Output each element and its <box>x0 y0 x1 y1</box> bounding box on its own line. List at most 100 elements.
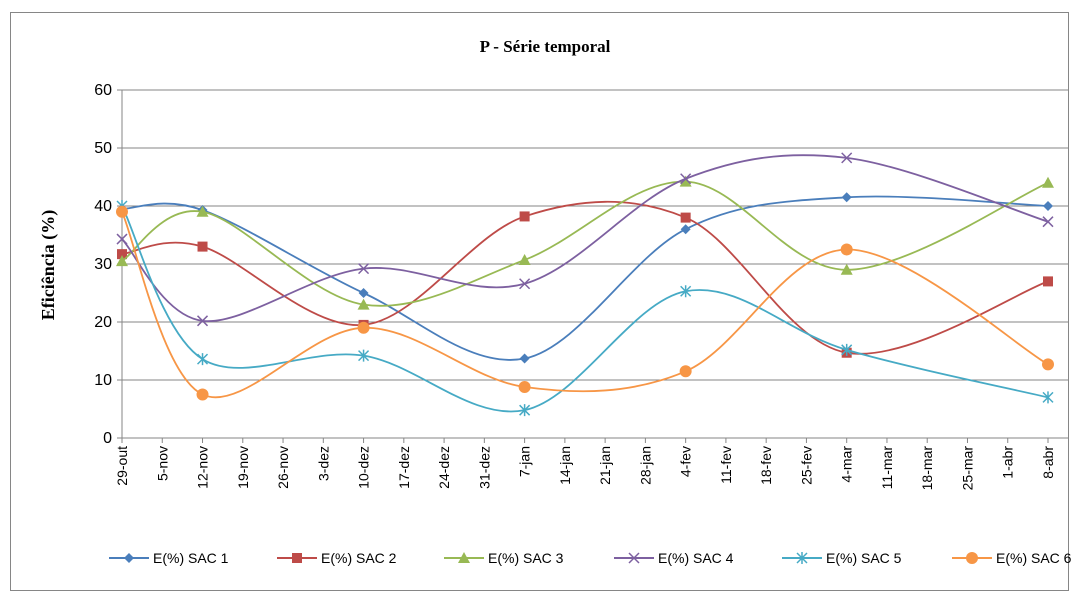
line-segment <box>524 370 687 393</box>
legend-marker <box>796 552 808 564</box>
marker <box>197 241 208 252</box>
x-tick-label: 18-fev <box>758 446 774 485</box>
legend-label: E(%) SAC 4 <box>658 550 734 566</box>
legend-item: E(%) SAC 2 <box>277 550 397 566</box>
legend-item: E(%) SAC 1 <box>109 550 229 566</box>
marker <box>680 173 692 185</box>
marker <box>841 192 852 203</box>
marker <box>518 253 531 265</box>
legend-item: E(%) SAC 6 <box>952 550 1072 566</box>
line-segment <box>524 228 687 360</box>
marker <box>358 288 369 298</box>
x-tick-label: 11-fev <box>718 446 734 484</box>
marker <box>1042 391 1054 404</box>
line-segment <box>685 289 847 351</box>
line-segment <box>685 154 847 180</box>
marker <box>1043 276 1053 287</box>
x-tick-label: 29-out <box>114 446 130 486</box>
x-tick-label: 31-dez <box>476 446 492 489</box>
line-segment <box>363 215 525 326</box>
marker <box>519 404 531 417</box>
line-segment <box>685 216 847 354</box>
line-segment <box>524 180 686 261</box>
line-segment <box>524 200 687 219</box>
line-segment <box>685 180 847 271</box>
marker <box>196 205 209 217</box>
marker <box>358 263 370 275</box>
x-tick-label: 5-nov <box>154 446 170 481</box>
legend-item: E(%) SAC 3 <box>444 550 564 566</box>
line-segment <box>846 181 1049 271</box>
marker <box>116 233 128 245</box>
marker <box>357 321 370 334</box>
x-tick-label: 21-jan <box>597 446 613 485</box>
series <box>116 200 1054 417</box>
line-segment <box>846 280 1049 355</box>
series <box>116 152 1054 327</box>
x-tick-label: 4-fev <box>678 446 694 477</box>
x-tick-label: 19-nov <box>235 446 251 489</box>
x-tick-label: 4-mar <box>839 446 855 483</box>
line-segment <box>363 326 525 388</box>
x-tick-label: 1-abr <box>1000 446 1016 479</box>
line-segment <box>202 267 364 322</box>
legend-label: E(%) SAC 3 <box>488 550 564 566</box>
y-tick-label: 60 <box>94 82 112 99</box>
x-tick-label: 17-dez <box>396 446 412 489</box>
series <box>116 175 1054 310</box>
legend-label: E(%) SAC 5 <box>826 550 902 566</box>
line-segment <box>685 248 847 373</box>
marker <box>358 349 370 362</box>
marker <box>519 278 531 290</box>
line-segment <box>363 259 525 307</box>
marker <box>116 255 128 267</box>
y-tick-label: 50 <box>94 140 112 157</box>
marker <box>196 353 209 366</box>
line-segment <box>202 245 364 326</box>
marker <box>196 388 209 401</box>
marker <box>519 211 530 222</box>
legend-marker <box>292 553 302 563</box>
line-segment <box>846 156 1049 223</box>
marker <box>679 365 692 378</box>
line-segment <box>363 354 525 413</box>
y-tick-label: 0 <box>103 430 112 447</box>
x-tick-label: 28-jan <box>637 446 653 485</box>
legend-label: E(%) SAC 2 <box>321 550 397 566</box>
x-tick-label: 3-dez <box>315 446 331 481</box>
marker <box>680 224 691 235</box>
marker <box>518 380 531 393</box>
marker <box>1043 201 1053 211</box>
marker <box>680 285 692 298</box>
line-segment <box>121 210 203 262</box>
marker <box>1042 176 1054 188</box>
x-tick-label: 10-dez <box>356 446 372 489</box>
marker <box>357 298 370 310</box>
legend-marker <box>124 553 134 563</box>
line-segment <box>363 292 525 361</box>
series <box>117 200 1053 358</box>
line-segment <box>846 348 1049 399</box>
line-segment <box>846 248 1049 366</box>
marker <box>519 353 530 364</box>
legend-marker <box>628 552 640 564</box>
series <box>116 205 1054 401</box>
y-tick-label: 20 <box>94 314 112 331</box>
legend-marker <box>966 552 978 564</box>
x-tick-label: 25-mar <box>959 446 975 491</box>
x-tick-label: 7-jan <box>517 446 533 477</box>
marker <box>117 249 127 260</box>
line-segment <box>524 177 686 285</box>
legend-marker <box>458 552 470 563</box>
marker <box>679 175 692 187</box>
marker <box>680 212 691 223</box>
marker <box>1042 358 1054 371</box>
legend-label: E(%) SAC 1 <box>153 550 229 566</box>
x-tick-label: 8-abr <box>1040 446 1056 479</box>
marker <box>116 205 128 218</box>
line-segment <box>202 353 364 369</box>
x-tick-label: 24-dez <box>436 446 452 489</box>
marker <box>196 315 209 327</box>
legend-item: E(%) SAC 4 <box>614 550 734 566</box>
